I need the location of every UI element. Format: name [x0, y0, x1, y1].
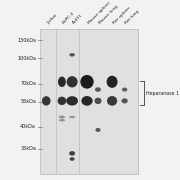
Ellipse shape	[95, 87, 101, 92]
Ellipse shape	[59, 116, 65, 118]
Text: 40kDa: 40kDa	[20, 124, 36, 129]
Text: 130kDa: 130kDa	[17, 38, 36, 43]
Ellipse shape	[66, 96, 78, 105]
Text: 70kDa: 70kDa	[20, 81, 36, 86]
Text: Rat lung: Rat lung	[125, 9, 140, 25]
Ellipse shape	[70, 157, 75, 161]
Ellipse shape	[94, 98, 102, 104]
Ellipse shape	[58, 97, 66, 105]
Text: Heparanase 1: Heparanase 1	[146, 91, 179, 96]
Text: Rat spleen: Rat spleen	[112, 6, 131, 25]
Ellipse shape	[69, 53, 75, 57]
Ellipse shape	[69, 116, 75, 118]
Ellipse shape	[58, 76, 66, 87]
Ellipse shape	[42, 96, 51, 105]
Ellipse shape	[122, 98, 128, 103]
Ellipse shape	[81, 96, 93, 106]
Text: A-431: A-431	[72, 13, 84, 25]
Text: 100kDa: 100kDa	[17, 56, 36, 60]
Ellipse shape	[59, 119, 65, 122]
Text: 55kDa: 55kDa	[20, 99, 36, 104]
Text: Mouse lung: Mouse lung	[98, 4, 119, 25]
Ellipse shape	[122, 87, 127, 92]
Ellipse shape	[107, 76, 118, 88]
Text: BxPC-3: BxPC-3	[62, 11, 76, 25]
Text: Jurkat: Jurkat	[46, 13, 58, 25]
Ellipse shape	[95, 128, 100, 132]
Ellipse shape	[107, 96, 117, 106]
Text: Mouse spleen: Mouse spleen	[87, 1, 111, 25]
Ellipse shape	[67, 76, 78, 87]
Text: 35kDa: 35kDa	[20, 146, 36, 151]
Ellipse shape	[80, 75, 94, 89]
Ellipse shape	[69, 151, 75, 156]
Bar	[40, 29, 138, 174]
